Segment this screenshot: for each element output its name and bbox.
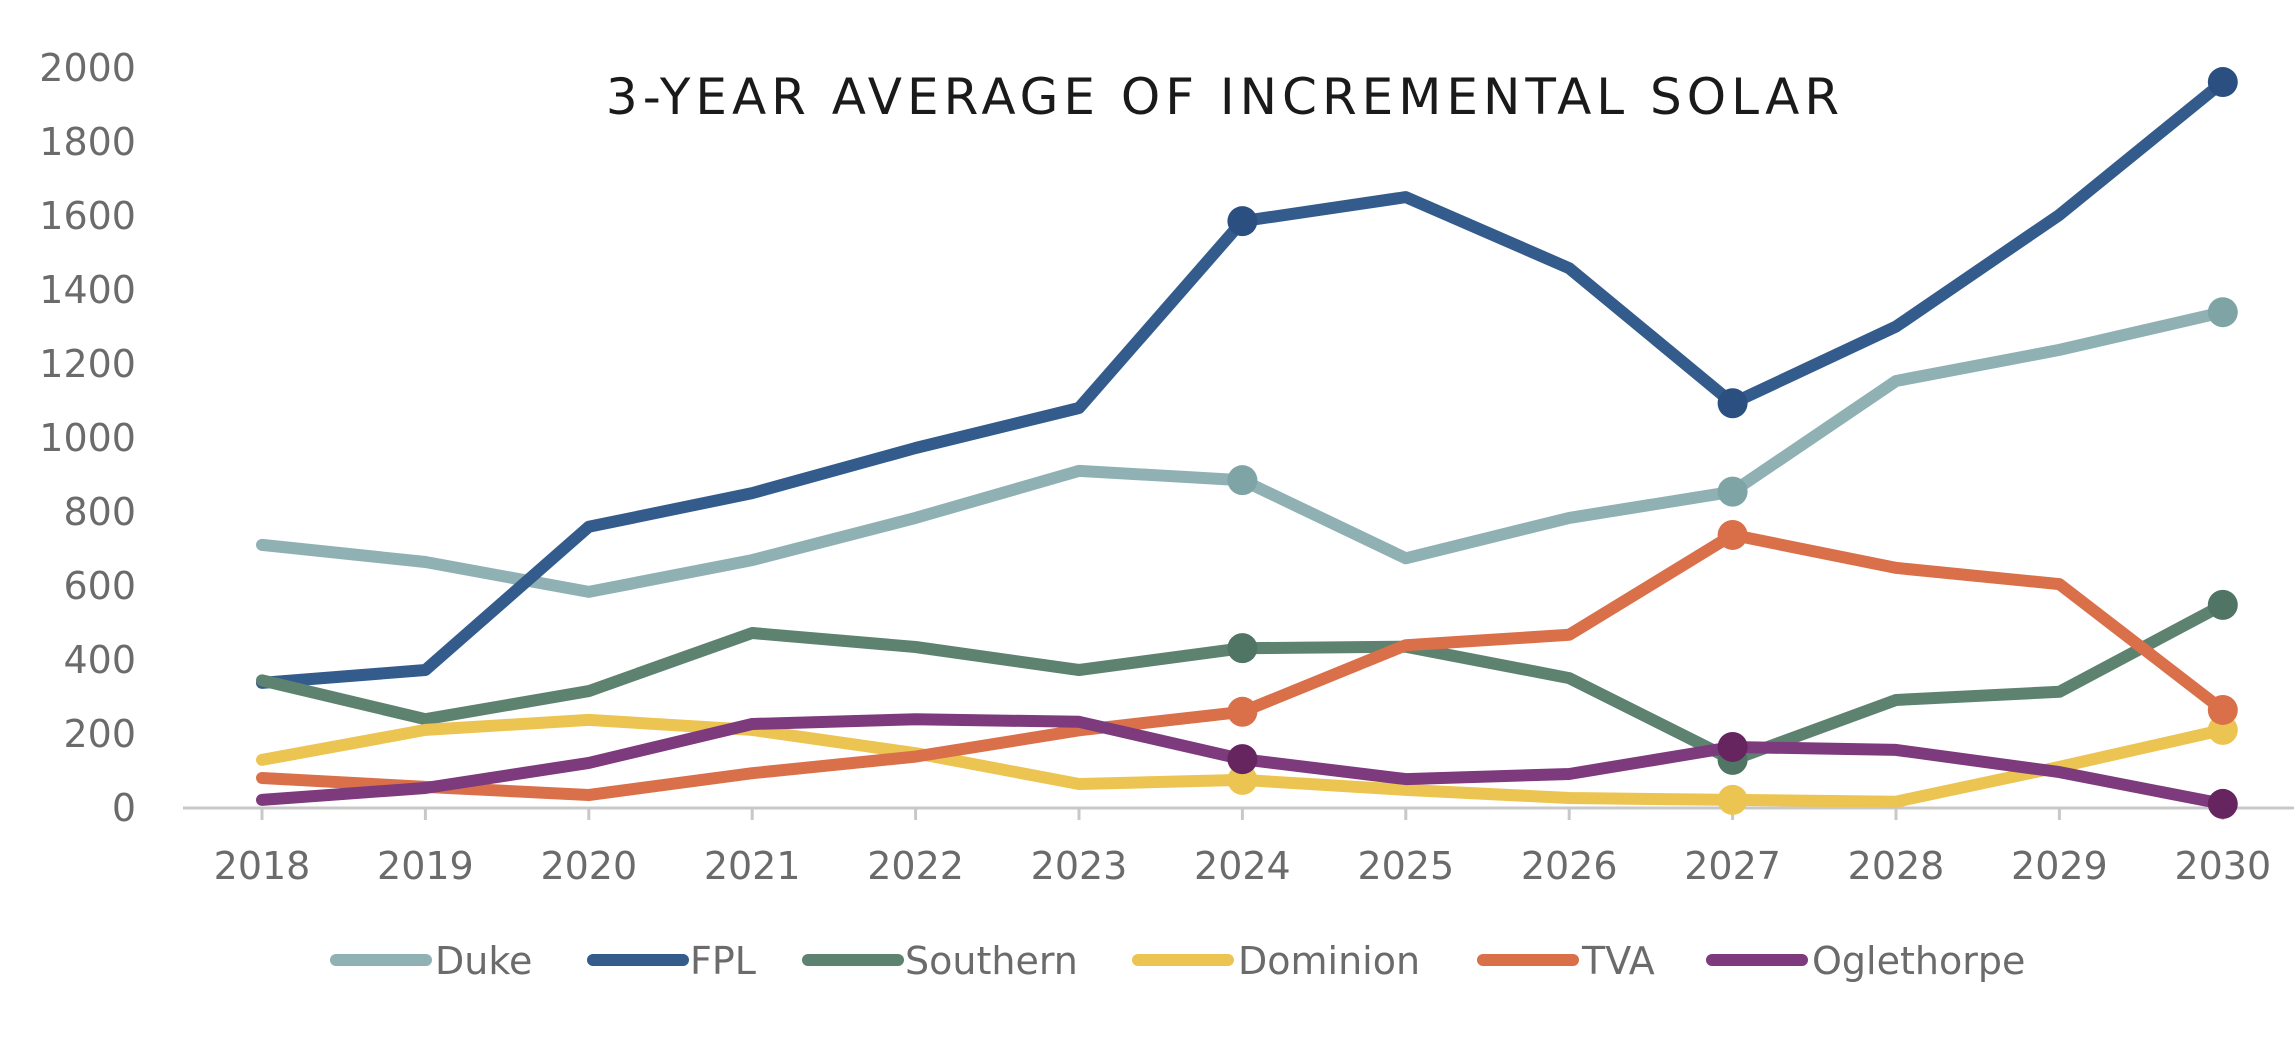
legend-label: TVA [1581, 939, 1655, 983]
y-tick-label: 0 [112, 786, 136, 830]
series-line-fpl [256, 76, 2229, 689]
data-point-marker [1717, 476, 1748, 507]
data-point-marker [1227, 696, 1258, 727]
x-tick-label: 2018 [214, 844, 311, 888]
legend-item-duke: Duke [330, 939, 532, 983]
x-tick-label: 2022 [867, 844, 964, 888]
y-tick-label: 400 [63, 638, 136, 682]
x-tick-label: 2025 [1357, 844, 1454, 888]
series-tva [256, 519, 2238, 801]
data-point-marker [1717, 731, 1748, 762]
y-tick-label: 2000 [39, 46, 136, 90]
data-point-marker [2207, 589, 2238, 620]
x-tick-label: 2026 [1521, 844, 1618, 888]
x-tick-label: 2023 [1031, 844, 1128, 888]
series-duke [256, 297, 2238, 598]
series-layer [256, 67, 2238, 819]
series-fpl [256, 67, 2238, 689]
data-point-marker [2207, 788, 2238, 819]
legend-item-tva: TVA [1477, 939, 1655, 983]
x-tick-label: 2019 [377, 844, 474, 888]
data-point-marker [1227, 206, 1258, 237]
y-tick-label: 800 [63, 490, 136, 534]
y-tick-label: 1600 [39, 194, 136, 238]
data-point-marker [1227, 764, 1258, 795]
x-axis: 2018 2019 2020 2021 2022 2023 2024 2025 2026 2027… [183, 806, 2294, 888]
data-point-marker [1717, 784, 1748, 815]
legend-label: Dominion [1238, 939, 1420, 983]
data-point-marker [1717, 519, 1748, 550]
y-tick-label: 1800 [39, 120, 136, 164]
x-tick-label: 2020 [540, 844, 637, 888]
y-axis: 0 200 400 600 800 1000 1200 1400 1600 1800 2000 [39, 46, 136, 830]
x-tick-label: 2024 [1194, 844, 1291, 888]
series-line-southern [256, 598, 2229, 766]
legend-label: Southern [905, 939, 1078, 983]
data-point-marker [2207, 297, 2238, 328]
y-tick-label: 1200 [39, 342, 136, 386]
y-tick-label: 200 [63, 712, 136, 756]
chart-title: 3-YEAR AVERAGE OF INCREMENTAL SOLAR [606, 68, 1844, 126]
data-point-marker [2207, 67, 2238, 98]
legend-label: FPL [690, 939, 756, 983]
y-tick-label: 1000 [39, 416, 136, 460]
x-tick-label: 2029 [2011, 844, 2108, 888]
legend-label: Duke [435, 939, 532, 983]
legend-item-fpl: FPL [587, 939, 756, 983]
data-point-marker [1227, 465, 1258, 496]
legend-label: Oglethorpe [1812, 939, 2025, 983]
series-oglethorpe [256, 713, 2238, 819]
data-point-marker [1227, 744, 1258, 775]
x-tick-label: 2027 [1684, 844, 1781, 888]
legend-item-oglethorpe: Oglethorpe [1706, 939, 2025, 983]
data-point-marker [2207, 694, 2238, 725]
legend: Duke FPL Southern Dominion TVA Oglethorpe [330, 939, 2025, 983]
y-tick-label: 600 [63, 564, 136, 608]
y-tick-label: 1400 [39, 268, 136, 312]
data-point-marker [1227, 633, 1258, 664]
x-tick-label: 2030 [2174, 844, 2271, 888]
x-tick-label: 2028 [1848, 844, 1945, 888]
legend-item-southern: Southern [802, 939, 1078, 983]
data-point-marker [1717, 388, 1748, 419]
x-tick-label: 2021 [704, 844, 801, 888]
legend-item-dominion: Dominion [1132, 939, 1420, 983]
